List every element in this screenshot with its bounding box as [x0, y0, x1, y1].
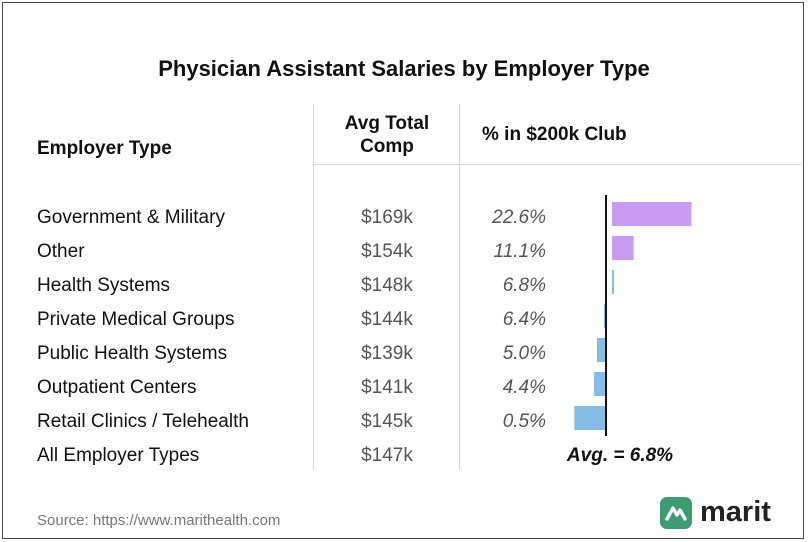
average-label: Avg. = 6.8% [566, 445, 674, 466]
column-divider-2 [459, 104, 460, 470]
row-comp-0: $169k [361, 207, 413, 228]
row-comp-3: $144k [361, 309, 413, 330]
row-label-1: Other [37, 241, 85, 262]
bar-1 [612, 236, 634, 260]
row-label-3: Private Medical Groups [37, 309, 235, 330]
row-pct-0: 22.6% [492, 207, 546, 228]
bar-2 [612, 270, 614, 294]
bar-5 [593, 372, 606, 396]
marit-logo: marit [660, 496, 771, 529]
bar-6 [574, 406, 606, 430]
row-comp-6: $145k [361, 411, 413, 432]
row-label-6: Retail Clinics / Telehealth [37, 411, 249, 432]
row-pct-2: 6.8% [502, 275, 546, 296]
row-pct-5: 4.4% [502, 377, 546, 398]
row-pct-1: 11.1% [493, 241, 546, 262]
row-pct-6: 0.5% [502, 411, 546, 432]
header-club: % in $200k Club [482, 124, 627, 145]
header-employer-type: Employer Type [37, 138, 172, 159]
bar-chart [574, 195, 692, 436]
header-divider [313, 164, 801, 165]
header-avg-comp-line1: Avg Total [344, 113, 430, 134]
bars-group [574, 202, 692, 430]
row-comp-total: $147k [361, 445, 413, 466]
row-label-0: Government & Military [37, 207, 225, 228]
marit-logo-text: marit [700, 496, 771, 528]
source-note: Source: https://www.marithealth.com [37, 512, 281, 529]
row-comp-1: $154k [361, 241, 413, 262]
row-pct-4: 5.0% [502, 343, 546, 364]
row-label-5: Outpatient Centers [37, 377, 197, 398]
bar-4 [596, 338, 606, 362]
marit-logo-icon [660, 496, 692, 529]
row-comp-2: $148k [361, 275, 413, 296]
row-label-4: Public Health Systems [37, 343, 228, 364]
row-label-2: Health Systems [37, 275, 171, 296]
row-pct-3: 6.4% [502, 309, 546, 330]
chart-title: Physician Assistant Salaries by Employer… [158, 56, 650, 81]
header-avg-comp: Avg Total Comp [318, 112, 456, 158]
column-divider-1 [313, 104, 314, 470]
row-comp-4: $139k [361, 343, 413, 364]
bar-0 [612, 202, 692, 226]
header-avg-comp-line2: Comp [360, 136, 414, 157]
row-comp-5: $141k [361, 377, 413, 398]
bar-3 [603, 304, 606, 328]
row-label-total: All Employer Types [37, 445, 200, 466]
